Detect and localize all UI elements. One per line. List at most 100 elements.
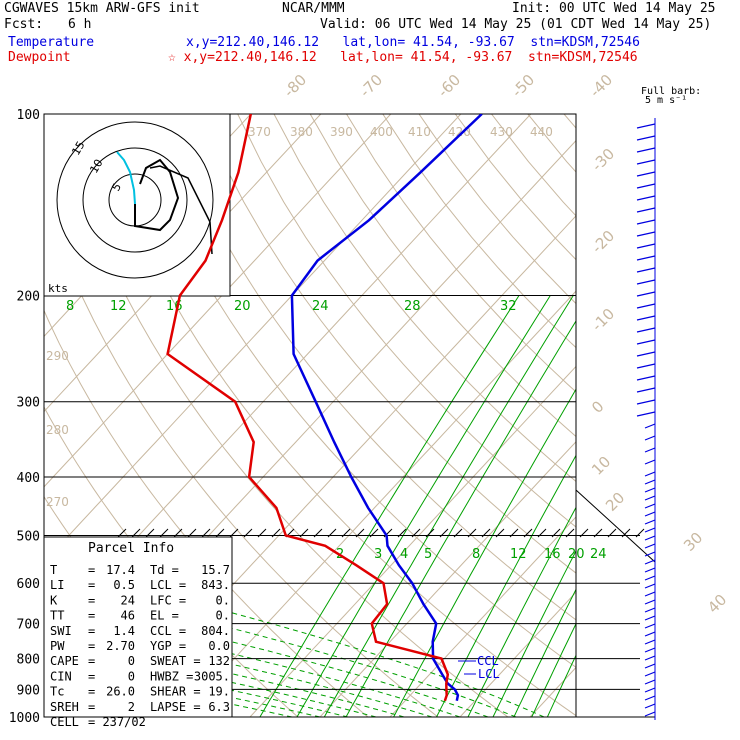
wind-barb xyxy=(636,231,656,237)
mixing-ratio-labels: 8 12 16 20 24 28 322 3 4 5 8 12 16 20 24 xyxy=(66,299,607,562)
parcel-param-name: YGP = xyxy=(150,639,186,653)
parcel-eq: = xyxy=(88,639,95,653)
wind-barb xyxy=(644,679,656,685)
wind-barb xyxy=(644,655,656,661)
wind-barb xyxy=(644,671,656,677)
parcel-param-value: 0 xyxy=(128,654,135,668)
isotherm-line xyxy=(249,365,576,717)
dry-adiabat-line xyxy=(237,114,576,528)
dewpoint-location: ☆ x,y=212.40,146.12 lat,lon= 41.54, -93.… xyxy=(168,50,638,65)
wind-barb xyxy=(644,615,656,621)
isotherm-line xyxy=(600,114,740,717)
model-title: CGWAVES 15km ARW-GFS init xyxy=(4,1,200,16)
wind-barb xyxy=(644,535,656,541)
wind-barb xyxy=(636,351,656,357)
dewpoint-legend: Dewpoint xyxy=(8,50,71,65)
isotherm-line xyxy=(179,290,576,717)
dry-adiabat-line xyxy=(164,114,576,621)
parcel-param-value: 132 xyxy=(208,654,230,668)
parcel-param-value: 843. xyxy=(201,578,230,592)
wind-barb xyxy=(636,123,656,129)
hatch-mark xyxy=(565,528,575,538)
mixing-ratio-line xyxy=(531,622,576,717)
pressure-tick-label: 100 xyxy=(17,108,40,123)
pressure-tick-label: 400 xyxy=(17,471,40,486)
org-label: NCAR/MMM xyxy=(282,1,345,16)
wind-barb xyxy=(644,631,656,637)
isotherm-line xyxy=(670,114,740,717)
hatch-mark xyxy=(537,528,547,538)
hatch-mark xyxy=(257,528,267,538)
pressure-tick-label: 1000 xyxy=(9,711,40,726)
barb-legend-title: Full barb: xyxy=(641,86,702,97)
mixing-ratio-label: 3 xyxy=(374,547,382,562)
wind-barb xyxy=(636,159,656,165)
wind-barb xyxy=(644,495,656,501)
dry-adiabat-line xyxy=(673,114,740,717)
wind-barb xyxy=(636,327,656,333)
wind-barb xyxy=(636,387,656,393)
valid-time: Valid: 06 UTC Wed 14 May 25 (01 CDT Wed … xyxy=(320,17,712,32)
mixing-ratio-label: 20 xyxy=(234,299,251,314)
parcel-eq: = xyxy=(88,563,95,577)
hatch-mark xyxy=(215,528,225,538)
hatch-mark xyxy=(243,528,253,538)
hatch-mark xyxy=(551,528,561,538)
parcel-param-value: 19. xyxy=(208,685,230,699)
hodograph-ring xyxy=(56,121,214,279)
wind-barb xyxy=(636,183,656,189)
theta-label: 370 xyxy=(248,125,271,139)
mixing-ratio-line xyxy=(546,654,576,717)
parcel-param-name: SWEAT = xyxy=(150,654,201,668)
parcel-param-name: Td = xyxy=(150,563,179,577)
ccl-label: CCL xyxy=(477,654,499,668)
isotherm-label: -30 xyxy=(588,145,618,175)
parcel-param-value: 17.4 xyxy=(106,563,135,577)
hatch-mark xyxy=(229,528,239,538)
mixing-ratio-label: 28 xyxy=(404,299,421,314)
hatch-mark xyxy=(439,528,449,538)
isotherm-label: 20 xyxy=(602,489,628,515)
forecast-label: Fcst: xyxy=(4,17,44,32)
hatch-mark xyxy=(299,528,309,538)
wind-barb xyxy=(644,447,656,453)
wind-barb xyxy=(644,551,656,557)
wind-barb xyxy=(636,219,656,225)
isotherm-line xyxy=(389,516,576,717)
parcel-param-value: 0 xyxy=(128,669,135,683)
hatch-mark xyxy=(173,528,183,538)
wind-barb xyxy=(636,399,656,405)
mixing-ratio-label: 32 xyxy=(500,299,517,314)
lcl-label: LCL xyxy=(478,667,500,681)
wind-barb xyxy=(644,663,656,669)
wind-barb xyxy=(636,135,656,141)
wind-barb xyxy=(636,207,656,213)
mixing-ratio-label: 24 xyxy=(590,547,607,562)
mixing-ratio-label: 8 xyxy=(472,547,480,562)
dewpoint-profile xyxy=(166,114,450,702)
parcel-param-value: 6.3 xyxy=(208,700,230,714)
parcel-param-name: LFC = xyxy=(150,593,186,607)
wind-barb xyxy=(644,695,656,701)
isotherm-label: -70 xyxy=(356,71,386,101)
dry-adiabat-line xyxy=(92,114,576,717)
parcel-box-frame xyxy=(43,536,233,718)
theta-label: 390 xyxy=(330,125,353,139)
hatch-mark xyxy=(159,528,169,538)
parcel-param-value: 0. xyxy=(216,609,230,623)
parcel-param-name: CCL = xyxy=(150,624,186,638)
mixing-ratio-label: 4 xyxy=(400,547,408,562)
isotherm-label: -20 xyxy=(588,227,618,257)
isotherm-label: -50 xyxy=(508,71,538,101)
parcel-param-name: SWI xyxy=(50,624,72,638)
parcel-param-value: 804. xyxy=(201,624,230,638)
parcel-param-value: 0. xyxy=(216,593,230,607)
theta-label: 280 xyxy=(46,423,69,437)
hatch-mark xyxy=(313,528,323,538)
wind-barb xyxy=(636,171,656,177)
wind-barb xyxy=(644,519,656,525)
hatch-mark xyxy=(369,528,379,538)
hatch-mark xyxy=(481,528,491,538)
wind-barb xyxy=(644,511,656,517)
